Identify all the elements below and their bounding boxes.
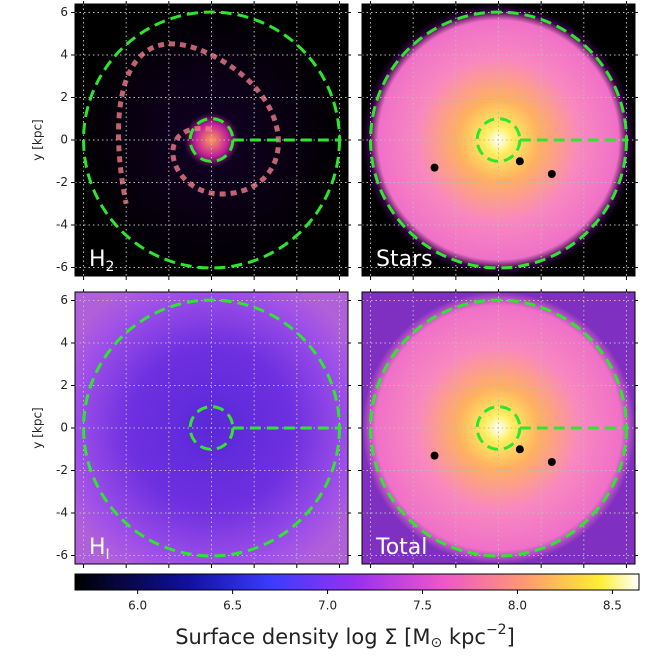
panel-label: Total: [375, 535, 427, 560]
panel-label: HI: [89, 535, 110, 563]
panel: Stars: [358, 1, 638, 280]
panel-label: H2: [89, 247, 114, 275]
panel-label-text: H: [89, 535, 106, 560]
y-tick-label: 0: [60, 421, 68, 435]
label-sup: −2: [486, 622, 507, 638]
y-axis-label: y [kpc]: [31, 407, 45, 448]
dark-spot: [430, 163, 439, 172]
y-tick-label: -4: [56, 218, 68, 232]
y-tick-label: -6: [56, 548, 68, 562]
y-tick-label: 2: [60, 90, 68, 104]
y-tick-label: -4: [56, 506, 68, 520]
y-tick-label: 4: [60, 48, 68, 62]
y-tick-label: 2: [60, 378, 68, 392]
colorbar-label: Surface density log Σ [M⊙ kpc−2]: [175, 622, 515, 651]
dark-spot: [547, 458, 556, 466]
label-sub: ⊙: [431, 635, 443, 651]
label-part: kpc: [442, 625, 486, 649]
label-part: Surface density log Σ [M: [175, 625, 430, 649]
panel-label-sub: 2: [106, 259, 115, 275]
colorbar-tick-label: 8.0: [508, 599, 527, 613]
dark-spot: [515, 157, 524, 166]
panel: -6 -4 -2 0 2 4 6 y [kpc] HI: [31, 289, 351, 568]
spiral-arm: [116, 41, 281, 205]
label-part: ]: [507, 625, 515, 649]
colorbar-tick-label: 7.5: [413, 599, 432, 613]
dark-spot: [430, 451, 439, 460]
colorbar-tick-label: 8.5: [603, 599, 622, 613]
colorbar-tick-label: 6.5: [223, 599, 242, 613]
y-tick-label: -6: [56, 260, 68, 274]
y-tick-label: 6: [60, 293, 68, 307]
panel: Total: [358, 289, 638, 568]
panel-label: Stars: [376, 247, 433, 272]
dark-spot: [547, 170, 556, 178]
colorbar-tick-label: 7.0: [318, 599, 337, 613]
panel-label-text: Stars: [376, 247, 433, 272]
panel-label-text: Total: [375, 535, 427, 560]
y-tick-label: -2: [56, 463, 68, 477]
panel-label-sub: I: [106, 547, 110, 563]
y-tick-label: -2: [56, 175, 68, 189]
y-axis-label: y [kpc]: [31, 119, 45, 160]
panel-label-text: H: [89, 247, 106, 272]
dark-spot: [515, 445, 524, 454]
colorbar-tick-label: 6.0: [128, 599, 147, 613]
y-tick-label: 6: [60, 5, 68, 19]
colorbar: [74, 573, 640, 591]
y-tick-label: 0: [60, 133, 68, 147]
y-tick-label: 4: [60, 336, 68, 350]
